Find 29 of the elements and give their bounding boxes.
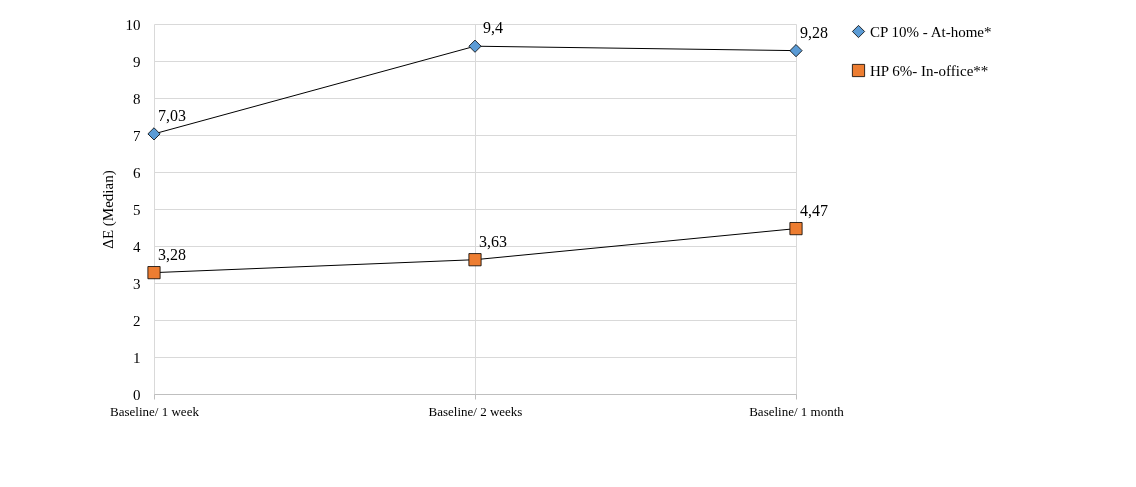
- point: [789, 222, 803, 236]
- y-tick-label: 8: [133, 90, 141, 107]
- point: [147, 266, 161, 280]
- data-label: 3,28: [158, 245, 186, 263]
- point: [147, 127, 161, 141]
- legend-label: HP 6%- In-office**: [870, 62, 989, 79]
- y-tick-label: 6: [133, 164, 141, 181]
- legend-label: CP 10% - At-home*: [870, 23, 992, 40]
- y-tick-label: 0: [133, 386, 141, 403]
- y-tick-label: 5: [133, 201, 141, 218]
- y-tick-label: 9: [133, 53, 141, 70]
- y-tick-label: 4: [133, 238, 141, 255]
- y-tick-label: 1: [133, 349, 141, 366]
- y-tick-label: 3: [133, 275, 141, 292]
- point: [789, 44, 803, 58]
- y-axis-title: ΔE (Median): [99, 170, 117, 249]
- data-label: 7,03: [158, 106, 186, 124]
- y-tick-label: 7: [133, 127, 141, 144]
- point: [468, 39, 482, 53]
- data-label: 4,47: [800, 201, 828, 219]
- x-tick-label: Baseline/ 1 month: [749, 403, 845, 419]
- y-tick-label: 2: [133, 312, 141, 329]
- data-label: 3,63: [479, 232, 507, 250]
- point: [468, 253, 482, 267]
- y-tick-label: 10: [125, 16, 141, 33]
- x-tick-label: Baseline/ 1 week: [110, 403, 200, 419]
- data-label: 9,28: [800, 23, 828, 41]
- x-tick-label: Baseline/ 2 weeks: [428, 403, 523, 419]
- data-label: 9,4: [483, 19, 503, 37]
